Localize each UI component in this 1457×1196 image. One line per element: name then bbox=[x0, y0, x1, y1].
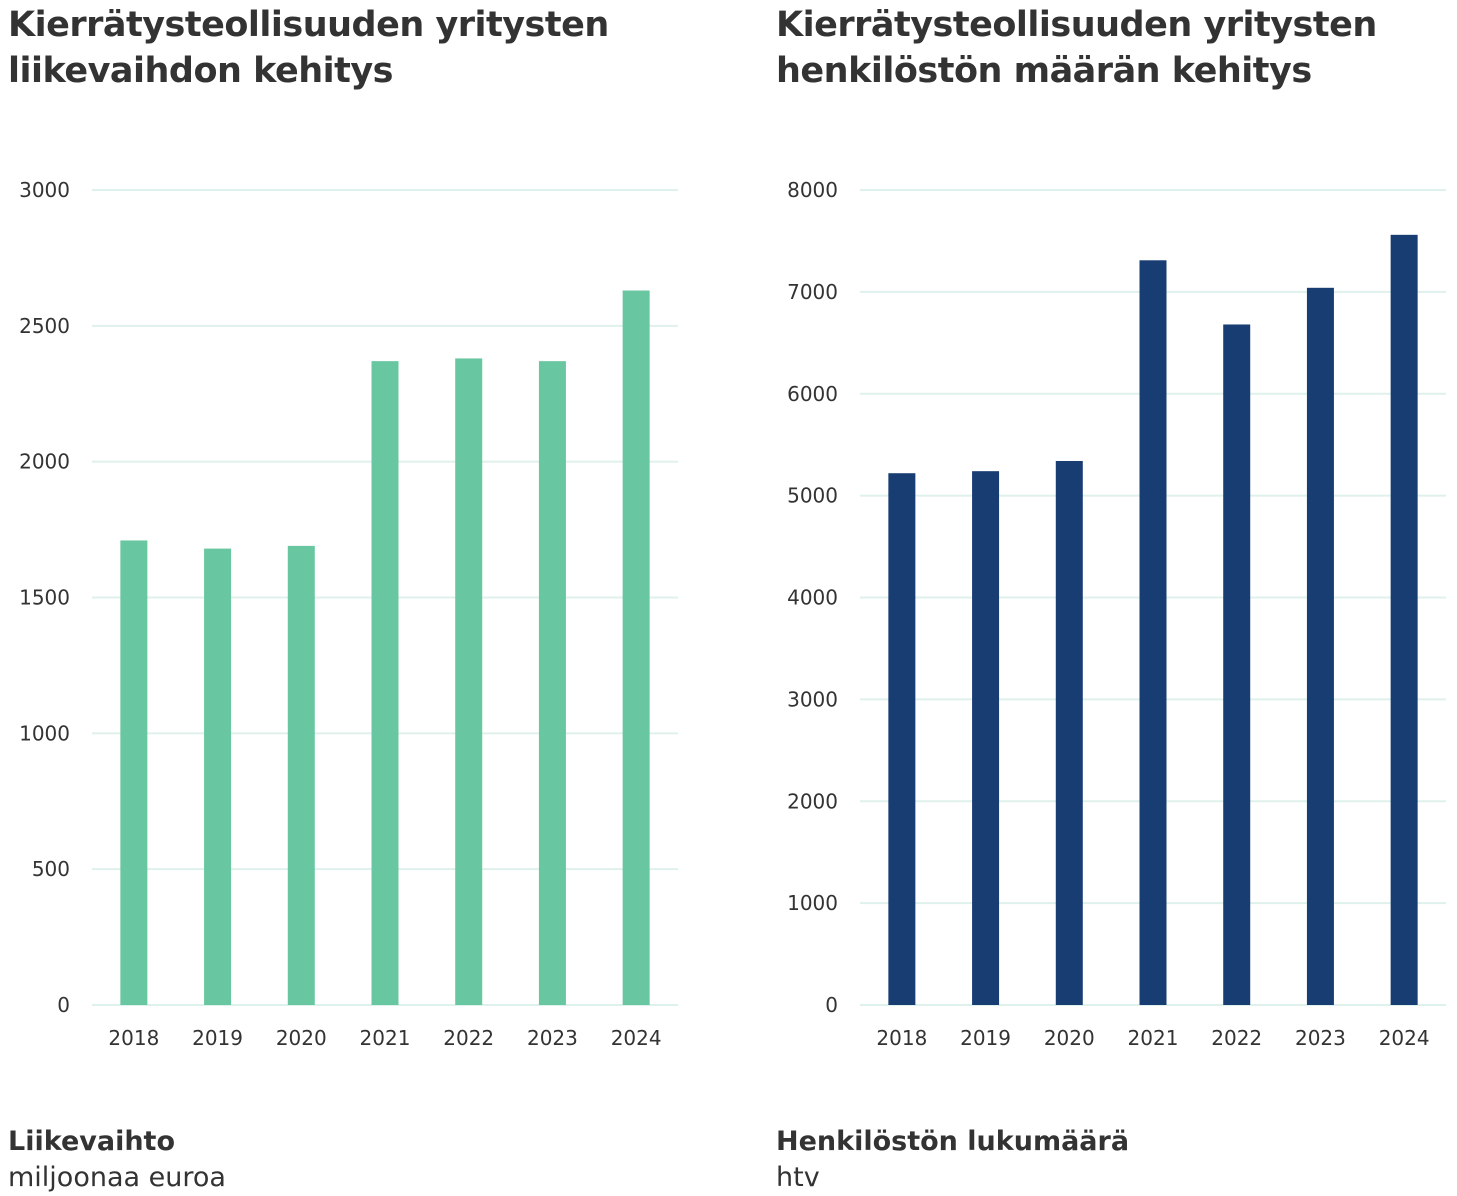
revenue-chart-title: Kierrätysteollisuuden yritysten liikevai… bbox=[8, 5, 609, 91]
bar-2021 bbox=[371, 361, 399, 1005]
staff-unit-label: htv bbox=[776, 1162, 820, 1193]
x-tick-label: 2023 bbox=[1295, 1026, 1346, 1050]
bar-2024 bbox=[622, 290, 650, 1005]
y-tick-label: 5000 bbox=[787, 484, 838, 508]
y-tick-label: 3000 bbox=[787, 687, 838, 711]
staff-chart: 0 1000 2000 3000 4000 5000 6000 7000 8000 2018 201… bbox=[787, 178, 1446, 1050]
y-tick-label: 2500 bbox=[19, 314, 70, 338]
y-tick-label: 0 bbox=[57, 993, 70, 1017]
bar-2022 bbox=[1223, 324, 1251, 1006]
y-tick-label: 1000 bbox=[19, 721, 70, 745]
bar-2021 bbox=[1139, 260, 1167, 1005]
staff-chart-panel: Kierrätysteollisuuden yritysten henkilös… bbox=[776, 0, 1457, 1194]
staff-legend-label: Henkilöstön lukumäärä bbox=[776, 1126, 1130, 1157]
x-tick-label: 2023 bbox=[527, 1026, 578, 1050]
revenue-unit-label: miljoonaa euroa bbox=[8, 1162, 226, 1193]
y-tick-label: 0 bbox=[825, 993, 838, 1017]
y-tick-label: 3000 bbox=[19, 178, 70, 202]
bar-2020 bbox=[287, 545, 315, 1005]
bar-2018 bbox=[120, 540, 148, 1005]
y-tick-label: 4000 bbox=[787, 586, 838, 610]
bar-2023 bbox=[1306, 287, 1334, 1005]
bar-2019 bbox=[204, 548, 232, 1005]
y-tick-label: 1000 bbox=[787, 891, 838, 915]
revenue-chart: 0 500 1000 1500 2000 2500 3000 2018 2019 2020 2021… bbox=[19, 178, 678, 1050]
y-tick-label: 2000 bbox=[787, 789, 838, 813]
staff-chart-title: Kierrätysteollisuuden yritysten henkilös… bbox=[776, 5, 1377, 91]
bar-2018 bbox=[888, 473, 916, 1005]
y-tick-label: 2000 bbox=[19, 450, 70, 474]
x-tick-label: 2020 bbox=[276, 1026, 327, 1050]
x-tick-label: 2021 bbox=[360, 1026, 411, 1050]
y-tick-label: 1500 bbox=[19, 586, 70, 610]
bar-2020 bbox=[1055, 460, 1083, 1005]
x-tick-label: 2019 bbox=[960, 1026, 1011, 1050]
x-tick-label: 2019 bbox=[192, 1026, 243, 1050]
x-tick-label: 2022 bbox=[1211, 1026, 1262, 1050]
x-tick-label: 2018 bbox=[108, 1026, 159, 1050]
x-tick-label: 2024 bbox=[1379, 1026, 1430, 1050]
y-tick-label: 500 bbox=[32, 857, 70, 881]
y-tick-label: 8000 bbox=[787, 178, 838, 202]
x-tick-label: 2021 bbox=[1128, 1026, 1179, 1050]
x-tick-label: 2018 bbox=[876, 1026, 927, 1050]
y-tick-label: 7000 bbox=[787, 280, 838, 304]
revenue-legend-label: Liikevaihto bbox=[8, 1126, 176, 1157]
bar-2019 bbox=[972, 471, 1000, 1005]
y-tick-label: 6000 bbox=[787, 382, 838, 406]
revenue-chart-panel: Kierrätysteollisuuden yritysten liikevai… bbox=[8, 0, 698, 1194]
x-tick-label: 2024 bbox=[611, 1026, 662, 1050]
x-tick-label: 2022 bbox=[443, 1026, 494, 1050]
bar-2023 bbox=[538, 361, 566, 1005]
bar-2022 bbox=[455, 358, 483, 1005]
bar-2024 bbox=[1390, 234, 1418, 1005]
x-tick-label: 2020 bbox=[1044, 1026, 1095, 1050]
